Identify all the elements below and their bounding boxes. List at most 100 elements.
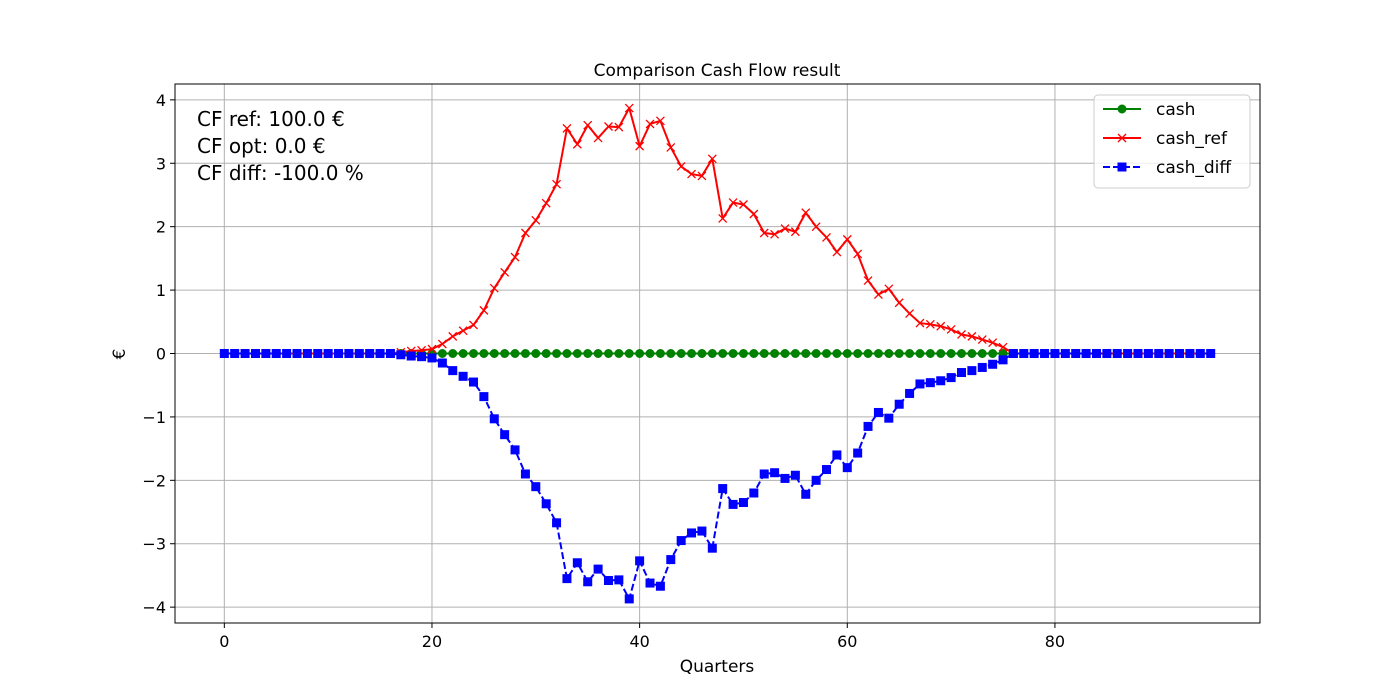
point-cash_ref <box>427 344 437 354</box>
legend-label-cash_diff: cash_diff <box>1156 158 1232 178</box>
point-cash <box>707 349 717 358</box>
point-cash_diff <box>1008 349 1018 358</box>
point-cash_ref <box>780 224 790 234</box>
point-cash_diff <box>884 413 894 423</box>
point-cash_diff <box>770 468 780 478</box>
point-cash_diff <box>863 421 873 431</box>
point-cash_diff <box>313 349 323 358</box>
point-cash <box>738 349 748 358</box>
point-cash_ref-stroke <box>583 120 593 130</box>
point-cash_diff <box>1060 349 1070 358</box>
x-tick-label: 0 <box>219 632 229 651</box>
point-cash <box>842 349 852 358</box>
point-cash_diff <box>552 518 562 528</box>
point-cash <box>863 349 873 358</box>
point-cash_ref <box>884 284 894 294</box>
y-tick-label: −2 <box>142 471 166 490</box>
point-cash_diff <box>375 349 385 358</box>
point-cash_ref-stroke <box>562 123 572 133</box>
point-cash_ref-stroke <box>645 119 655 129</box>
point-cash_diff <box>801 489 811 499</box>
point-cash_ref <box>801 208 811 218</box>
point-cash <box>541 349 551 358</box>
point-cash_ref <box>531 215 541 225</box>
point-cash_diff <box>738 498 748 508</box>
point-cash <box>655 349 665 358</box>
point-cash <box>520 349 530 358</box>
point-cash_diff <box>344 349 354 358</box>
point-cash_diff <box>1164 349 1174 358</box>
point-cash_ref-stroke <box>894 298 904 308</box>
x-axis-label: Quarters <box>680 657 755 677</box>
point-cash_ref-stroke <box>655 116 665 126</box>
point-cash_diff <box>427 353 437 363</box>
point-cash_diff <box>531 482 541 492</box>
series-layer <box>219 103 1216 604</box>
point-cash <box>873 349 883 358</box>
point-cash_ref-stroke <box>801 208 811 218</box>
point-cash_ref-stroke <box>957 330 966 339</box>
point-cash <box>915 349 925 358</box>
point-cash <box>718 349 728 358</box>
point-cash_ref <box>687 169 697 179</box>
point-cash_ref-stroke <box>500 267 510 277</box>
point-cash_diff <box>666 555 676 565</box>
point-cash_ref-stroke <box>884 284 894 294</box>
point-cash_ref <box>936 321 946 331</box>
point-cash_ref-stroke <box>676 161 686 171</box>
point-cash_diff <box>448 366 458 376</box>
series-line-cash_ref <box>224 107 1211 355</box>
point-cash_ref-stroke <box>998 342 1008 352</box>
point-cash_ref-stroke <box>925 319 935 329</box>
point-cash_ref <box>604 122 613 131</box>
point-cash_diff <box>1143 349 1153 358</box>
point-cash_diff <box>510 445 520 455</box>
point-cash <box>531 349 541 358</box>
point-cash_diff <box>894 399 904 409</box>
point-cash_ref <box>500 267 510 277</box>
point-cash_diff <box>1154 349 1164 358</box>
series-cash_diff <box>219 349 1216 604</box>
x-tick-label: 80 <box>1045 632 1065 651</box>
point-cash_diff <box>282 349 292 358</box>
point-cash_diff <box>562 574 572 584</box>
point-cash_ref-stroke <box>738 200 748 209</box>
point-cash_ref-stroke <box>572 139 582 149</box>
point-cash_diff <box>946 373 956 383</box>
annotation-cf-ref: CF ref: 100.0 € <box>197 107 345 131</box>
point-cash_ref-stroke <box>635 141 645 151</box>
point-cash_diff <box>1123 349 1133 358</box>
point-cash_diff <box>977 362 987 372</box>
point-cash_ref-stroke <box>811 222 821 232</box>
point-cash_ref <box>510 252 520 262</box>
ticks: 0 20 40 60 80 −4 −3 −2 −1 0 1 2 3 4 <box>142 91 1065 651</box>
point-cash_diff <box>261 349 271 358</box>
point-cash_diff <box>603 576 613 586</box>
point-cash_diff <box>988 359 998 369</box>
point-cash_ref-stroke <box>749 209 759 219</box>
point-cash_ref <box>770 229 780 239</box>
point-cash <box>603 349 613 358</box>
point-cash_ref <box>448 331 458 341</box>
point-cash_ref-stroke <box>469 320 478 330</box>
point-cash_ref <box>697 171 707 181</box>
point-cash <box>894 349 904 358</box>
point-cash_ref <box>842 234 852 244</box>
y-tick-label: 4 <box>156 91 166 110</box>
point-cash_diff <box>873 407 883 417</box>
legend-marker-cash <box>1117 104 1127 114</box>
point-cash_diff <box>520 469 530 479</box>
point-cash_ref <box>863 276 873 286</box>
point-cash_diff <box>271 349 281 358</box>
point-cash <box>645 349 655 358</box>
point-cash_ref <box>925 319 935 329</box>
point-cash_ref-stroke <box>489 283 499 293</box>
point-cash_diff <box>842 463 852 473</box>
point-cash_diff <box>1102 349 1112 358</box>
point-cash <box>469 349 479 358</box>
y-tick-label: 2 <box>156 218 166 237</box>
point-cash_ref <box>915 318 925 328</box>
point-cash_ref-stroke <box>842 234 852 244</box>
point-cash_ref <box>749 209 759 219</box>
y-tick-label: −1 <box>142 408 166 427</box>
